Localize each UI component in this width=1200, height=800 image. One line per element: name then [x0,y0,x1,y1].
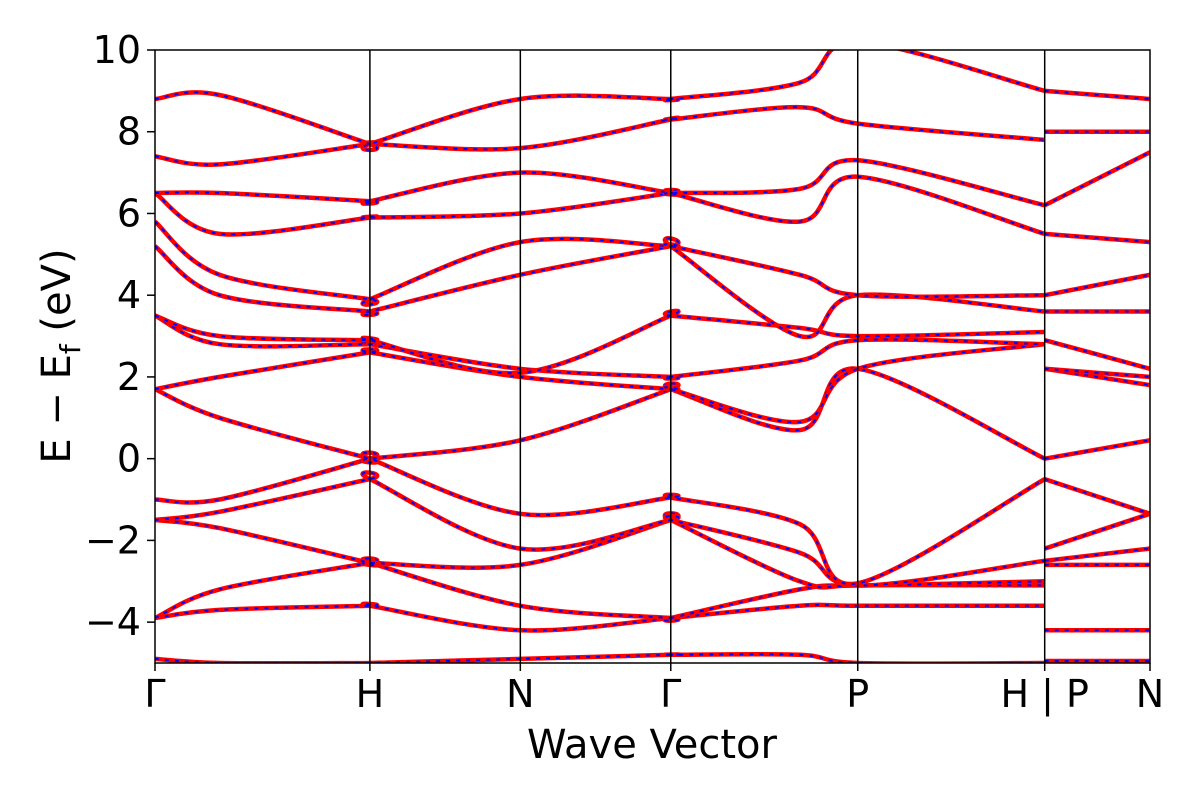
band-line-dashed [1044,547,1150,562]
x-tick-label: H [356,672,385,716]
band-line-dashed [1044,512,1150,550]
band-line-dashed [1044,273,1150,297]
axes-frame [154,49,1151,664]
band-line-solid [1043,511,1150,551]
band-line-dashed [155,106,1045,166]
band-line-solid [1043,476,1150,516]
band-line-solid [155,556,1045,623]
band-line-solid [155,219,1045,307]
y-tick-label: 8 [117,110,141,154]
band-line-solid [155,313,1045,381]
band-line-solid [155,50,1046,153]
band-line-dashed [1044,439,1150,460]
kpoint-lines [369,50,1046,663]
band-line-solid [155,341,1045,425]
x-tick-label: H | P [1000,672,1088,717]
band-line-dashed [155,159,1045,207]
band-line-solid [155,601,1045,633]
band-line-dashed [155,343,1045,424]
band-line-dashed [1044,367,1150,378]
y-tick-label: 6 [117,191,141,235]
band-line-solid [155,157,1046,208]
band-line-dashed [155,557,1045,622]
x-tick-label: Γ [144,672,165,716]
y-tick-label: 10 [93,28,141,72]
y-tick-label: −4 [85,600,141,644]
y-tick-label: 4 [117,273,141,317]
band-line-dashed [155,602,1045,632]
y-axis-title: E − Ef (eV) [34,248,87,463]
x-axis-ticks: Γ H N Γ P H | P N [144,663,1164,717]
x-tick-label: Γ [660,672,681,716]
y-tick-label: 2 [117,355,141,399]
band-line-solid [155,470,1045,588]
x-tick-label: N [1136,672,1164,716]
band-line-dashed [155,471,1045,587]
y-axis-title-unit: (eV) [34,248,80,331]
band-line-dashed [155,451,1046,585]
band-line-solid [1043,150,1150,208]
y-axis-title-subscript: f [54,343,87,354]
x-tick-label: P [846,672,869,716]
y-axis-ticks: −4 −2 0 2 4 6 8 10 [85,28,155,644]
y-tick-label: 0 [117,437,141,481]
band-line-dashed [155,220,1045,306]
band-line-dashed [1044,478,1150,515]
band-line-dashed [1044,339,1150,370]
y-axis-title-main: E − E [34,354,80,464]
band-line-solid [155,450,1046,587]
band-line-dashed [1044,232,1150,244]
band-line-dashed [155,309,1045,375]
band-line-dashed [1044,367,1150,387]
band-line-dashed [155,237,1045,339]
band-line-dashed [155,653,1045,663]
band-line-solid [155,174,1046,237]
x-tick-label: N [506,672,534,716]
band-line-dashed [155,512,1045,589]
band-line-dashed [155,367,1046,464]
band-line-solid [155,651,1045,663]
band-line-dashed [155,175,1045,236]
y-tick-label: −2 [85,518,141,562]
band-line-dashed [1044,89,1150,100]
x-axis-title: Wave Vector [527,722,778,768]
bands-layer [155,50,1150,663]
